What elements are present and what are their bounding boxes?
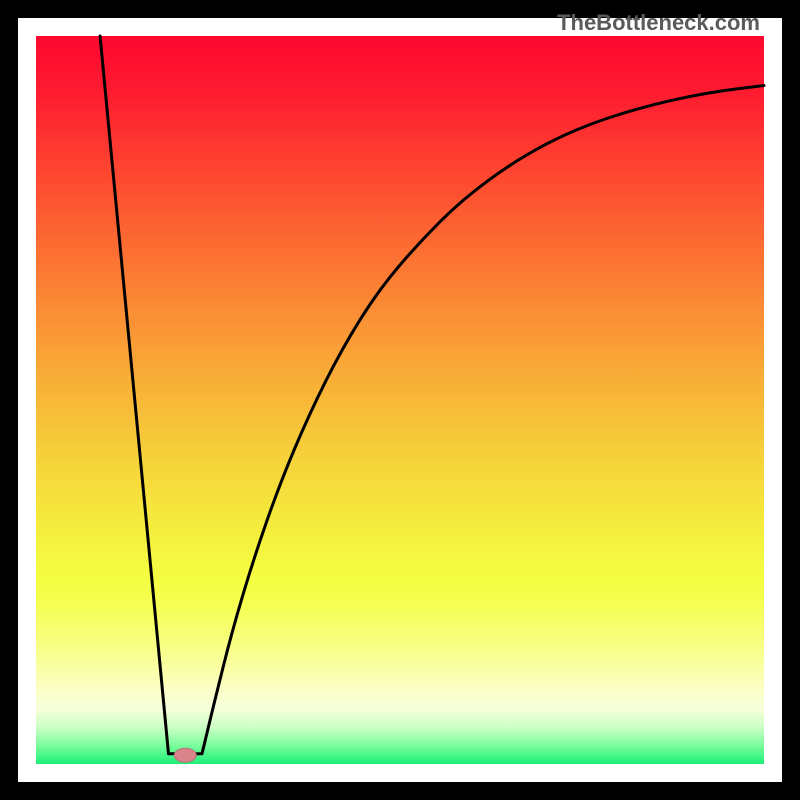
chart-container: TheBottleneck.com <box>0 0 800 800</box>
attribution-label: TheBottleneck.com <box>557 10 760 35</box>
chart-frame <box>0 0 800 800</box>
attribution-text: TheBottleneck.com <box>557 10 760 36</box>
